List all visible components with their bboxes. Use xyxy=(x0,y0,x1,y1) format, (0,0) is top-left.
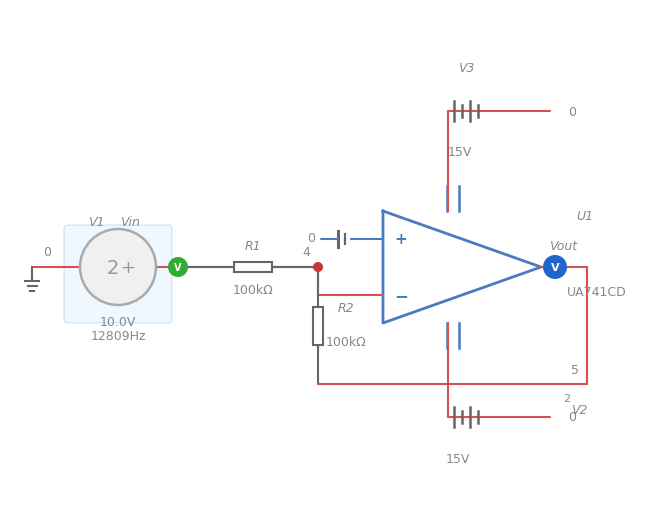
Text: +: + xyxy=(395,232,407,247)
Bar xyxy=(234,263,272,272)
Circle shape xyxy=(543,256,567,279)
Circle shape xyxy=(313,263,323,272)
FancyBboxPatch shape xyxy=(64,225,172,323)
Text: 0: 0 xyxy=(568,411,576,423)
Text: 2: 2 xyxy=(563,393,571,403)
Text: R2: R2 xyxy=(338,301,354,315)
Text: 15V: 15V xyxy=(446,453,470,466)
Circle shape xyxy=(80,230,156,305)
Text: 100kΩ: 100kΩ xyxy=(326,335,366,348)
Text: V2: V2 xyxy=(571,404,587,417)
Circle shape xyxy=(168,258,188,277)
Text: 4: 4 xyxy=(302,246,310,259)
Text: V: V xyxy=(174,263,182,272)
Text: 100kΩ: 100kΩ xyxy=(232,283,273,296)
Text: −: − xyxy=(394,287,408,304)
Bar xyxy=(313,307,323,345)
Text: +: + xyxy=(121,259,135,276)
Text: Vout: Vout xyxy=(549,239,577,252)
Text: 0: 0 xyxy=(568,105,576,118)
Text: 2: 2 xyxy=(107,258,119,277)
Text: 0: 0 xyxy=(43,245,51,258)
Text: Vin: Vin xyxy=(120,215,140,228)
Text: UA741CD: UA741CD xyxy=(567,286,627,299)
Text: V: V xyxy=(551,263,559,272)
Text: 12809Hz: 12809Hz xyxy=(90,329,146,342)
Text: 0: 0 xyxy=(307,231,315,244)
Text: U1: U1 xyxy=(576,209,594,222)
Text: R1: R1 xyxy=(245,239,261,252)
Text: 10.0V: 10.0V xyxy=(100,315,136,328)
Text: V3: V3 xyxy=(458,62,474,74)
Text: 5: 5 xyxy=(571,364,579,377)
Text: 15V: 15V xyxy=(448,145,472,158)
Text: V1: V1 xyxy=(88,215,105,228)
